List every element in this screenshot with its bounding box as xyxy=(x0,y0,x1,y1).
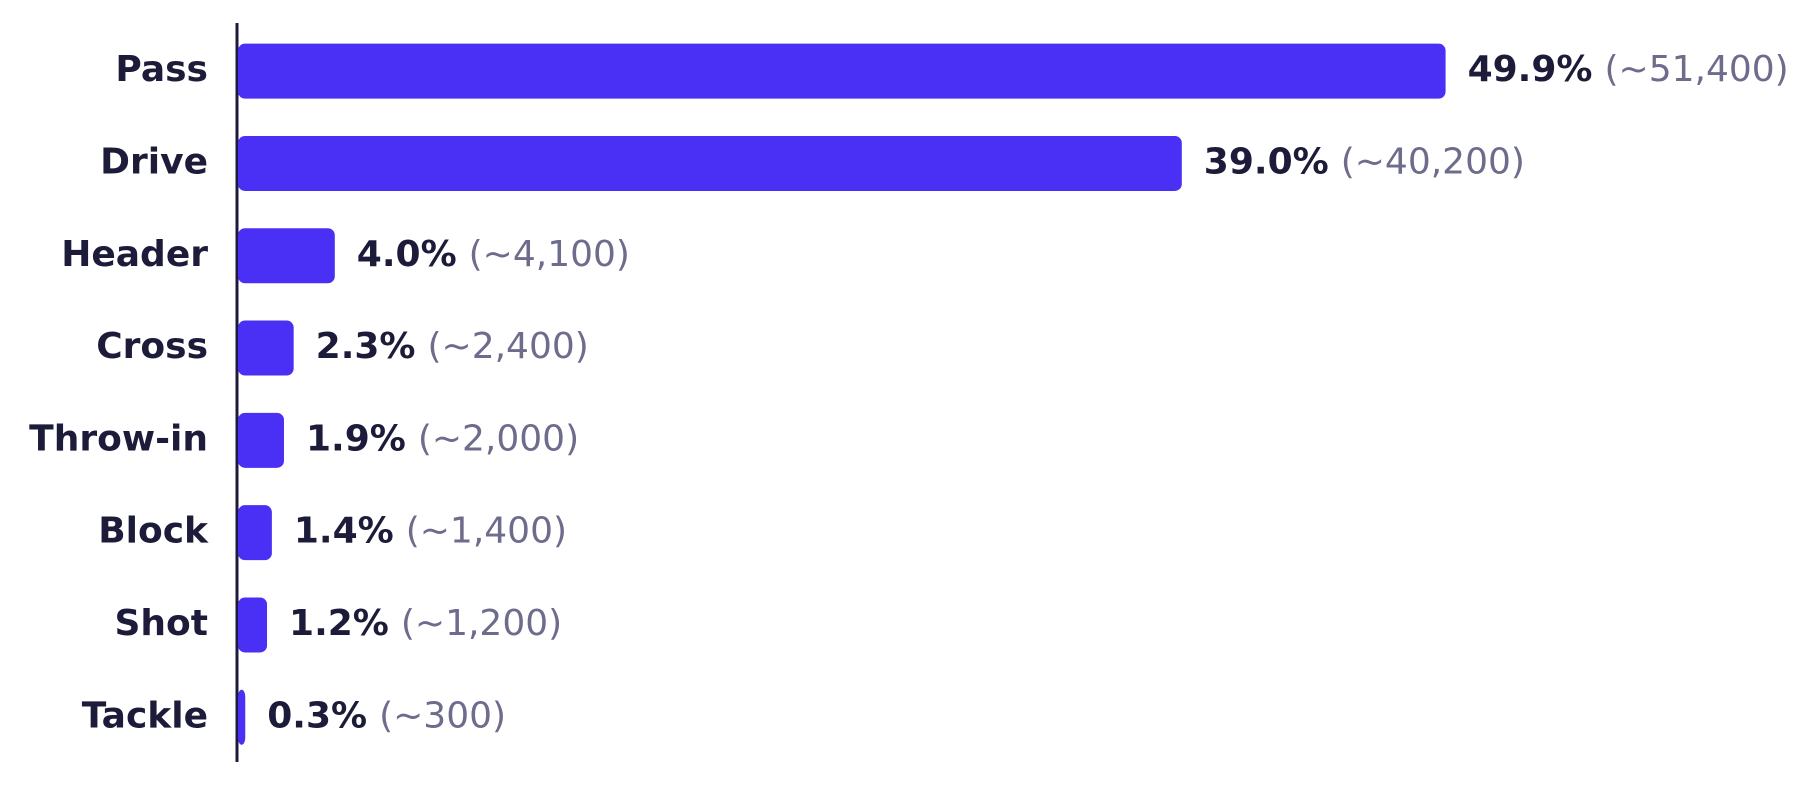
bar xyxy=(238,505,272,561)
data-label: 0.3% (~300) xyxy=(267,695,506,736)
category-label: Cross xyxy=(96,326,208,367)
category-label: Throw-in xyxy=(29,418,208,459)
count-label: (~2,400) xyxy=(428,326,589,367)
value-label: 2.3% xyxy=(316,326,416,367)
value-label: 4.0% xyxy=(357,234,457,275)
count-label: (~4,100) xyxy=(469,234,630,275)
count-label: (~1,400) xyxy=(406,511,567,552)
bar xyxy=(238,135,1182,191)
value-label: 49.9% xyxy=(1468,49,1593,90)
bar xyxy=(238,228,335,284)
category-label: Tackle xyxy=(82,695,208,736)
bar xyxy=(238,689,246,745)
data-label: 4.0% (~4,100) xyxy=(357,234,630,275)
count-label: (~1,200) xyxy=(401,603,562,644)
value-label: 1.9% xyxy=(306,418,406,459)
value-label: 39.0% xyxy=(1204,141,1329,182)
bar xyxy=(238,597,268,653)
value-label: 1.2% xyxy=(289,603,389,644)
count-label: (~300) xyxy=(379,695,506,736)
category-label: Shot xyxy=(115,603,209,644)
category-label: Pass xyxy=(115,49,208,90)
category-label: Drive xyxy=(100,141,208,182)
data-label: 1.9% (~2,000) xyxy=(306,418,579,459)
category-label: Header xyxy=(61,234,208,275)
bar xyxy=(238,43,1446,99)
data-label: 1.2% (~1,200) xyxy=(289,603,562,644)
data-label: 2.3% (~2,400) xyxy=(316,326,589,367)
data-label: 39.0% (~40,200) xyxy=(1204,141,1525,182)
data-label: 1.4% (~1,400) xyxy=(294,511,567,552)
data-label: 49.9% (~51,400) xyxy=(1468,49,1789,90)
bar xyxy=(238,412,284,468)
count-label: (~40,200) xyxy=(1341,141,1525,182)
count-label: (~2,000) xyxy=(418,418,579,459)
bar xyxy=(238,320,294,376)
category-label: Block xyxy=(98,511,209,552)
value-label: 1.4% xyxy=(294,511,394,552)
value-label: 0.3% xyxy=(267,695,367,736)
count-label: (~51,400) xyxy=(1604,49,1788,90)
